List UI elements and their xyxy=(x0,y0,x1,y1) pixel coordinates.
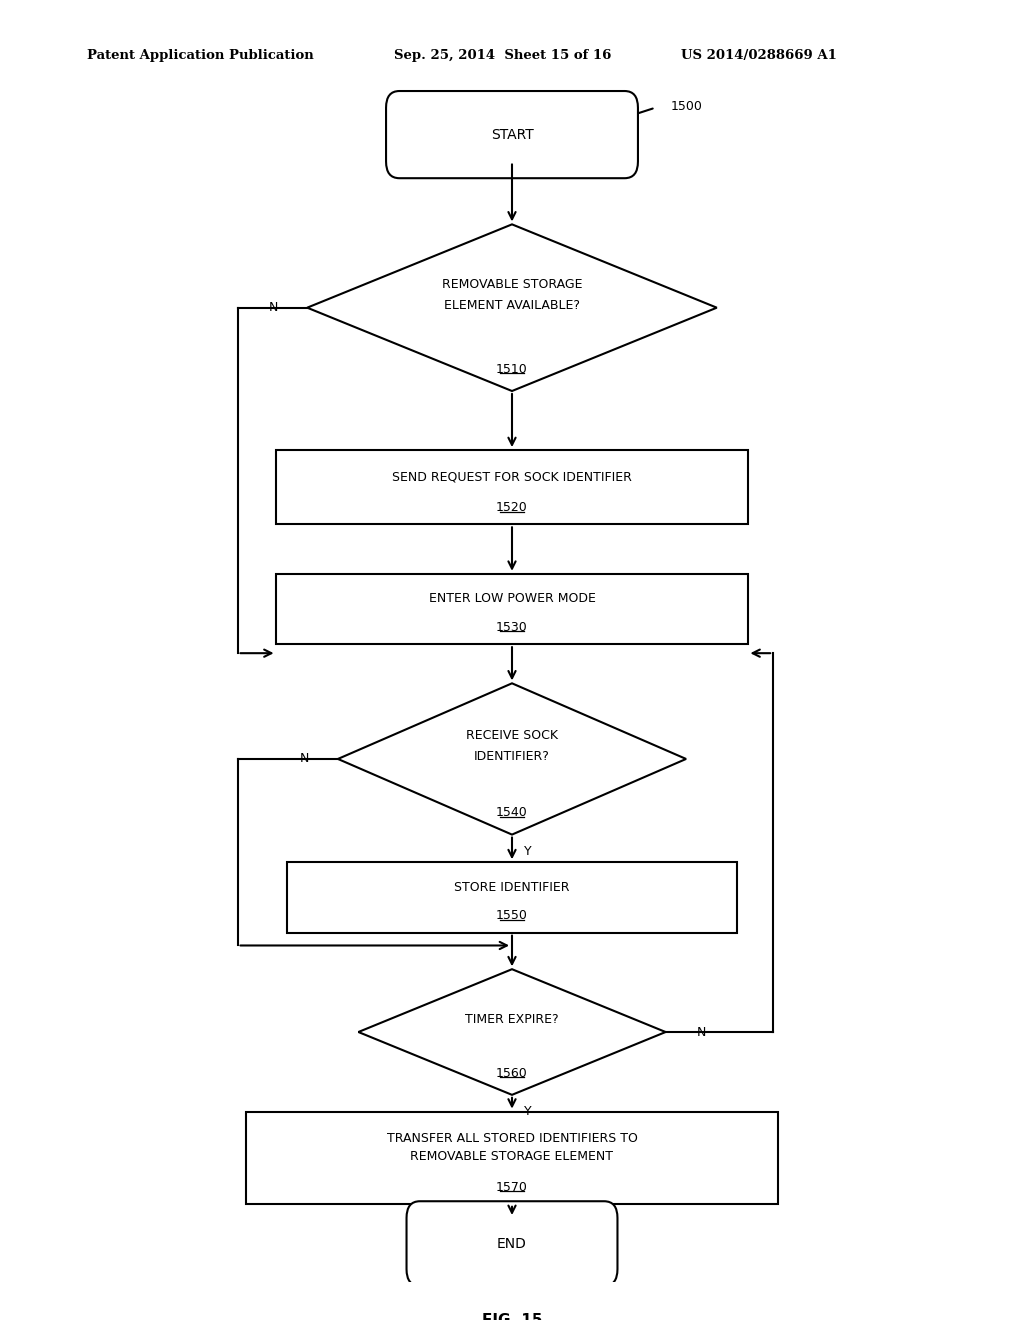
Text: 1570: 1570 xyxy=(496,1180,528,1193)
Text: ENTER LOW POWER MODE: ENTER LOW POWER MODE xyxy=(429,593,595,605)
Text: SEND REQUEST FOR SOCK IDENTIFIER: SEND REQUEST FOR SOCK IDENTIFIER xyxy=(392,470,632,483)
Text: RECEIVE SOCK: RECEIVE SOCK xyxy=(466,730,558,742)
Text: N: N xyxy=(299,752,309,766)
Text: Y: Y xyxy=(523,1105,531,1118)
Text: 1510: 1510 xyxy=(496,363,528,376)
Polygon shape xyxy=(338,684,686,834)
Text: 1530: 1530 xyxy=(496,620,528,634)
Polygon shape xyxy=(307,224,717,391)
Text: US 2014/0288669 A1: US 2014/0288669 A1 xyxy=(681,49,837,62)
Text: REMOVABLE STORAGE: REMOVABLE STORAGE xyxy=(441,279,583,292)
Text: REMOVABLE STORAGE ELEMENT: REMOVABLE STORAGE ELEMENT xyxy=(411,1150,613,1163)
Text: 1560: 1560 xyxy=(496,1067,528,1080)
Text: N: N xyxy=(268,301,279,314)
Text: END: END xyxy=(497,1237,527,1250)
Text: TIMER EXPIRE?: TIMER EXPIRE? xyxy=(465,1012,559,1026)
Text: 1550: 1550 xyxy=(496,909,528,923)
Text: ELEMENT AVAILABLE?: ELEMENT AVAILABLE? xyxy=(444,298,580,312)
Text: Y: Y xyxy=(523,845,531,858)
Text: START: START xyxy=(490,128,534,141)
Bar xyxy=(287,862,737,933)
Text: Sep. 25, 2014  Sheet 15 of 16: Sep. 25, 2014 Sheet 15 of 16 xyxy=(394,49,611,62)
Text: N: N xyxy=(696,1026,707,1039)
Polygon shape xyxy=(358,969,666,1094)
Text: 1500: 1500 xyxy=(671,100,702,114)
Text: IDENTIFIER?: IDENTIFIER? xyxy=(474,750,550,763)
Bar xyxy=(276,574,748,644)
FancyBboxPatch shape xyxy=(407,1201,617,1286)
Text: 1520: 1520 xyxy=(496,502,528,515)
Text: STORE IDENTIFIER: STORE IDENTIFIER xyxy=(455,880,569,894)
Text: 1540: 1540 xyxy=(496,807,528,820)
Bar xyxy=(276,450,748,524)
Bar xyxy=(246,1111,778,1204)
Text: FIG. 15: FIG. 15 xyxy=(481,1313,543,1320)
Text: Patent Application Publication: Patent Application Publication xyxy=(87,49,313,62)
FancyBboxPatch shape xyxy=(386,91,638,178)
Text: TRANSFER ALL STORED IDENTIFIERS TO: TRANSFER ALL STORED IDENTIFIERS TO xyxy=(387,1133,637,1144)
